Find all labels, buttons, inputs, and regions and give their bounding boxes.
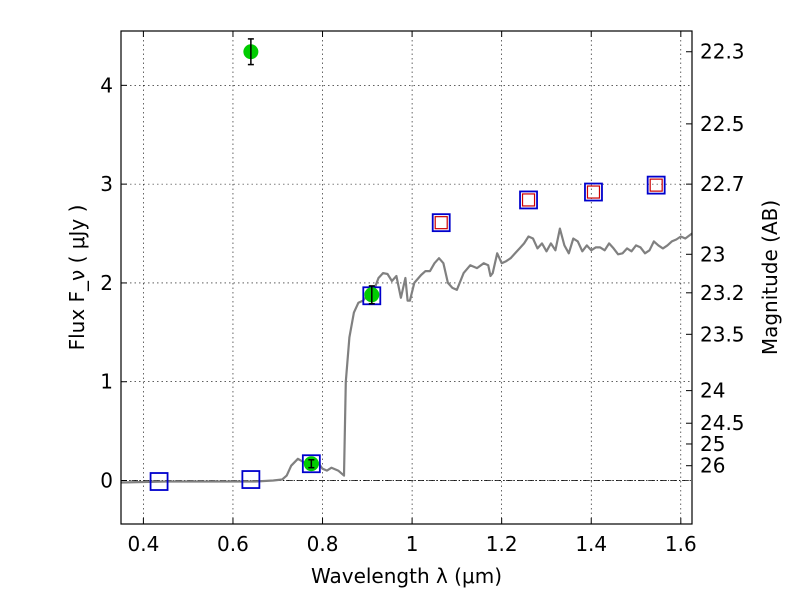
blue-square-marker [646, 175, 666, 195]
red-square-marker [434, 216, 448, 230]
grid [121, 31, 692, 524]
blue-square-marker [241, 470, 261, 489]
blue-square-marker [584, 182, 603, 202]
mag-tick-label: 23 [700, 242, 725, 266]
y-tick-label: 0 [100, 469, 113, 493]
red-square-marker [586, 185, 601, 199]
blue-square-marker [519, 190, 538, 210]
blue-square-marker [431, 213, 451, 233]
x-axis-label: Wavelength λ (μm) [311, 564, 502, 588]
y2-axis-label: Magnitude (AB) [758, 200, 782, 355]
mag-tick-label: 22.3 [700, 40, 745, 64]
x-tick-label: 1.2 [486, 532, 518, 556]
blue-square-marker [149, 472, 169, 491]
plot-frame [120, 30, 693, 525]
mag-tick-label: 22.7 [700, 172, 745, 196]
y-axis-label: Flux F_ν ( μJy ) [65, 205, 89, 351]
x-tick-label: 1 [406, 532, 419, 556]
mag-tick-label: 22.5 [700, 112, 745, 136]
y-tick-label: 2 [100, 271, 113, 295]
mag-tick-label: 26 [700, 454, 725, 478]
mag-tick-label: 23.2 [700, 281, 745, 305]
x-tick-label: 0.6 [217, 532, 249, 556]
y-tick-label: 3 [100, 172, 113, 196]
x-tick-label: 1.6 [665, 532, 697, 556]
blue-square-marker [301, 454, 321, 474]
model-spectrum [120, 227, 693, 484]
red-square-marker [521, 193, 536, 207]
y-tick-label: 1 [100, 370, 113, 394]
photometry-markers [149, 38, 666, 491]
model-spectrum-line [120, 227, 693, 484]
mag-tick-label: 25 [700, 432, 725, 456]
x-tick-label: 0.4 [127, 532, 159, 556]
x-tick-label: 0.8 [307, 532, 339, 556]
axis-ticks: 0.4 0.6 0.8 1 1.2 1.4 1.60123422.322.522.72323… [100, 31, 745, 556]
red-square-marker [649, 178, 663, 192]
x-tick-label: 1.4 [575, 532, 607, 556]
mag-tick-label: 24 [700, 379, 725, 403]
mag-tick-label: 23.5 [700, 322, 745, 346]
y-tick-label: 4 [100, 73, 113, 97]
mag-tick-label: 24.5 [700, 411, 745, 435]
